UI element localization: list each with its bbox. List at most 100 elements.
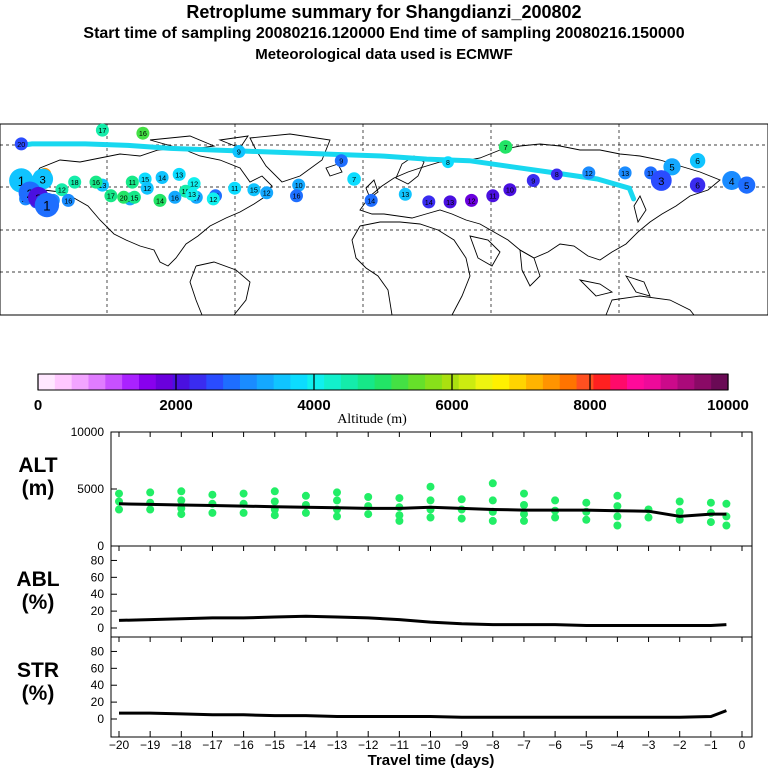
map-frame bbox=[0, 123, 768, 316]
plume-point-label: 20 bbox=[17, 140, 25, 149]
x-tick-label: −2 bbox=[673, 738, 687, 752]
plume-point-label: 9 bbox=[531, 177, 535, 186]
plume-point-label: 16 bbox=[92, 178, 100, 187]
plume-point-marker bbox=[136, 126, 150, 140]
alt-scatter-point bbox=[722, 521, 731, 530]
colorbar-cell bbox=[509, 374, 527, 390]
plume-point-marker bbox=[155, 171, 169, 184]
alt-scatter-point bbox=[177, 496, 186, 505]
plume-point-marker bbox=[125, 175, 139, 189]
plume-point: 16 bbox=[61, 193, 75, 207]
plume-point-marker bbox=[89, 175, 103, 189]
page-title: Retroplume summary for Shangdianzi_20080… bbox=[186, 2, 582, 22]
colorbar-cell bbox=[357, 374, 376, 390]
x-tick-label: −9 bbox=[455, 738, 469, 752]
x-tick-label: −13 bbox=[327, 738, 348, 752]
plume-points: 2017169879121312201817161115141312191210… bbox=[9, 123, 756, 218]
alt-scatter-point bbox=[675, 515, 684, 524]
panel-title: STR bbox=[17, 659, 59, 682]
alt-scatter-point bbox=[115, 505, 123, 514]
alt-scatter-point bbox=[706, 498, 715, 507]
alt-scatter-point bbox=[613, 502, 622, 511]
plume-point-marker bbox=[140, 181, 154, 195]
plume-point-marker bbox=[127, 190, 141, 204]
plume-point: 17 bbox=[104, 189, 118, 203]
colorbar-cell bbox=[256, 374, 275, 390]
x-axis-label: Travel time (days) bbox=[368, 752, 495, 768]
str-line bbox=[119, 709, 727, 719]
plume-point-marker bbox=[95, 123, 109, 137]
alt-scatter-point bbox=[426, 496, 435, 505]
plume-point-marker bbox=[247, 183, 261, 197]
alt-scatter-point bbox=[364, 493, 373, 501]
plume-point-marker bbox=[228, 181, 242, 195]
plume-point-label: 12 bbox=[143, 184, 151, 193]
colorbar-cell bbox=[627, 374, 645, 390]
plume-point-label: 10 bbox=[506, 186, 514, 195]
x-tick-label: −18 bbox=[171, 738, 192, 752]
plume-point: 13 bbox=[618, 166, 632, 180]
colorbar-cell bbox=[559, 374, 578, 390]
y-tick-label: 40 bbox=[91, 587, 105, 601]
plume-point: 11 bbox=[486, 189, 500, 203]
plume-point-marker bbox=[260, 186, 274, 200]
plume-point-marker bbox=[104, 189, 118, 203]
plume-point-marker bbox=[618, 166, 632, 180]
plume-point-marker bbox=[292, 178, 306, 192]
alt-scatter-point bbox=[488, 496, 497, 505]
colorbar-cell bbox=[610, 374, 628, 390]
plume-point-label: 16 bbox=[64, 196, 72, 205]
alt-scatter-point bbox=[395, 511, 404, 520]
panel-unit: (m) bbox=[22, 477, 55, 500]
plume-point-label: 14 bbox=[156, 196, 164, 205]
alt-scatter-point bbox=[613, 512, 622, 521]
plume-point: 10 bbox=[292, 178, 306, 192]
altitude-colorbar: 0 2000 4000 6000 8000 10000 Altitude (m) bbox=[34, 373, 749, 427]
x-tick-label: −6 bbox=[548, 738, 562, 752]
plume-point: 12 bbox=[55, 183, 69, 197]
plume-point: 8 bbox=[442, 156, 454, 169]
plume-point-label: 15 bbox=[250, 186, 258, 195]
x-tick-label: −10 bbox=[420, 738, 441, 752]
colorbar-cell bbox=[155, 374, 174, 390]
str-panel: 80 60 40 20 0 STR(%) bbox=[17, 637, 743, 726]
plume-point-label: 6 bbox=[695, 181, 700, 191]
plume-point: 16 bbox=[136, 126, 150, 140]
plume-point: 9 bbox=[232, 145, 246, 158]
plume-point-label: 20 bbox=[120, 193, 128, 202]
alt-scatter-point bbox=[426, 513, 435, 522]
plume-point: 16 bbox=[89, 175, 103, 189]
colorbar-cell bbox=[38, 374, 56, 390]
colorbar-cell bbox=[593, 374, 611, 390]
y-tick-label: 60 bbox=[91, 661, 105, 675]
plume-point-marker bbox=[117, 190, 131, 204]
plume-point-label: 17 bbox=[98, 126, 106, 135]
plume-point-label: 10 bbox=[182, 187, 190, 196]
y-tick-label: 0 bbox=[97, 712, 104, 726]
plume-point: 13 bbox=[185, 187, 199, 201]
plume-point-marker bbox=[689, 177, 706, 193]
y-tick-label: 0 bbox=[97, 621, 104, 635]
colorbar-cell bbox=[324, 374, 342, 390]
plume-point-label: 14 bbox=[367, 196, 375, 205]
colorbar-tick-label: 6000 bbox=[435, 397, 468, 414]
plume-point-label: 12 bbox=[263, 189, 271, 198]
colorbar-cell bbox=[643, 374, 662, 390]
x-tick-label: −3 bbox=[642, 738, 656, 752]
plume-point-marker bbox=[689, 153, 706, 169]
plume-point-marker bbox=[32, 168, 54, 190]
x-tick-label: −1 bbox=[704, 738, 718, 752]
alt-scatter-point bbox=[146, 488, 155, 497]
alt-scatter-point bbox=[177, 487, 186, 496]
plume-point: 14 bbox=[422, 195, 436, 209]
plume-point-marker bbox=[34, 192, 60, 218]
alt-scatter-point bbox=[675, 507, 684, 516]
colorbar-cell bbox=[189, 374, 207, 390]
plume-point-label: 18 bbox=[71, 178, 79, 187]
plume-point-marker bbox=[347, 172, 361, 186]
panel-title: ALT bbox=[18, 454, 57, 477]
plume-point: 15 bbox=[247, 183, 261, 197]
plume-point: 20 bbox=[117, 190, 131, 204]
plume-point-label: 9 bbox=[339, 157, 343, 166]
